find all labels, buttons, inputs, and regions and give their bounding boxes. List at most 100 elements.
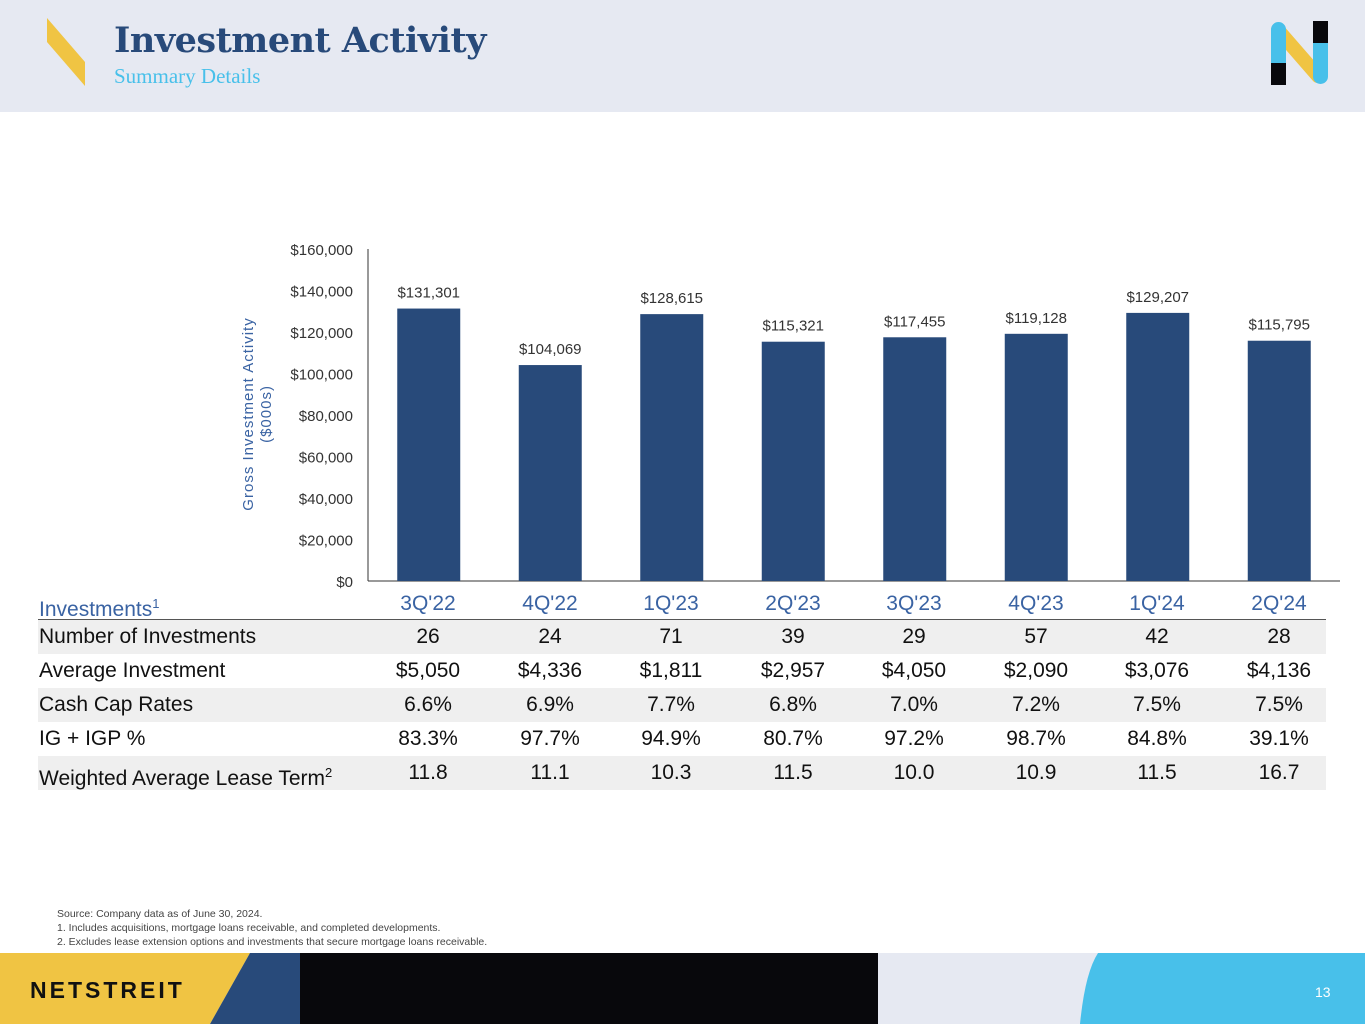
bar-data-label: $115,321 xyxy=(763,318,824,335)
table-cell: 7.2% xyxy=(1012,693,1060,716)
row-label: Cash Cap Rates xyxy=(39,693,194,716)
table-cell: 10.9 xyxy=(1015,761,1057,784)
bar xyxy=(640,314,704,581)
table-cell: 6.8% xyxy=(769,693,817,716)
table-cell: 11.5 xyxy=(773,761,813,784)
table-cell: $4,336 xyxy=(517,659,583,682)
table-cell: 83.3% xyxy=(398,727,458,750)
row-label: Average Investment xyxy=(39,659,226,682)
investments-table: Investments1 3Q'22 4Q'22 1Q'23 2Q'23 3Q'23 4Q'… xyxy=(38,588,1326,790)
table-cell: 94.9% xyxy=(641,727,701,750)
table-cell: 2Q'23 xyxy=(765,592,821,615)
header-bar: Investment Activity Summary Details xyxy=(0,0,1365,112)
note-source: Source: Company data as of June 30, 2024… xyxy=(57,908,263,920)
page-title: Investment Activity xyxy=(114,20,486,61)
bar xyxy=(1247,340,1311,581)
y-tick-label: $40,000 xyxy=(299,491,353,508)
bar xyxy=(1126,312,1190,581)
table-cell: 97.2% xyxy=(884,727,944,750)
table-cell: 4Q'23 xyxy=(1008,592,1064,615)
table-cell: 39.1% xyxy=(1249,727,1309,750)
note-2: 2. Excludes lease extension options and … xyxy=(57,936,488,948)
table-cell: 11.1 xyxy=(530,761,570,784)
table-row: Weighted Average Lease Term2 11.8 11.1 10.3… xyxy=(38,756,1326,790)
yellow-slash-icon xyxy=(47,18,85,86)
bar-data-label: $104,069 xyxy=(519,341,582,358)
bar xyxy=(761,341,825,581)
bar-data-label: $119,128 xyxy=(1006,310,1067,327)
row-label: Number of Investments xyxy=(39,625,257,648)
table-cell: 71 xyxy=(659,625,683,648)
table-row: Cash Cap Rates 6.6% 6.9% 7.7% 6.8% 7.0% 7.2% 7.… xyxy=(38,688,1326,722)
table-cell: $2,957 xyxy=(760,659,826,682)
table-cell: 7.7% xyxy=(647,693,695,716)
table-cell: 10.3 xyxy=(650,761,692,784)
bar-data-label: $131,301 xyxy=(397,285,460,302)
table-cell: 3Q'22 xyxy=(400,592,456,615)
footer-band xyxy=(0,953,1365,1024)
footnote-marker: 1 xyxy=(152,596,160,611)
netstreit-logo-icon xyxy=(1271,21,1328,85)
y-tick-label: $0 xyxy=(336,574,353,591)
table-cell: 97.7% xyxy=(520,727,580,750)
table-cell: 2Q'24 xyxy=(1251,592,1307,615)
table-cell: 11.5 xyxy=(1137,761,1177,784)
table-cell: 1Q'23 xyxy=(643,592,699,615)
y-tick-label: $120,000 xyxy=(290,325,353,342)
y-axis-title: Gross Investment Activity($000s) xyxy=(240,317,275,510)
bar-data-label: $128,615 xyxy=(640,290,703,307)
table-row: Number of Investments 26 24 71 39 29 57 42 28 xyxy=(38,620,1326,654)
y-tick-label: $80,000 xyxy=(299,408,353,425)
row-label: Investments1 xyxy=(39,596,160,621)
page-number: 13 xyxy=(1315,984,1331,1000)
table-cell: 4Q'22 xyxy=(522,592,578,615)
table-cell: 98.7% xyxy=(1006,727,1066,750)
footnote-marker: 2 xyxy=(325,765,333,780)
table-cell: 29 xyxy=(902,625,926,648)
bar xyxy=(518,365,582,581)
investment-bar-chart: $0 $20,000 $40,000 $60,000 $80,000 $100,000 $1… xyxy=(240,242,1340,591)
table-cell: 42 xyxy=(1145,625,1169,648)
y-tick-label: $60,000 xyxy=(299,450,353,467)
bar xyxy=(397,308,461,581)
table-header-row: Investments1 3Q'22 4Q'22 1Q'23 2Q'23 3Q'23 4Q'… xyxy=(38,588,1326,621)
y-tick-label: $100,000 xyxy=(290,367,353,384)
row-label: IG + IGP % xyxy=(39,727,146,750)
y-tick-label: $160,000 xyxy=(290,242,353,259)
table-cell: 11.8 xyxy=(408,761,448,784)
table-cell: 1Q'24 xyxy=(1129,592,1185,615)
page-subtitle: Summary Details xyxy=(114,64,261,88)
table-cell: 7.5% xyxy=(1255,693,1303,716)
y-tick-label: $20,000 xyxy=(299,533,353,550)
table-cell: 7.0% xyxy=(890,693,938,716)
table-cell: 24 xyxy=(538,625,562,648)
table-cell: $3,076 xyxy=(1124,659,1190,682)
table-cell: $4,050 xyxy=(881,659,947,682)
table-cell: $4,136 xyxy=(1246,659,1312,682)
table-cell: 10.0 xyxy=(893,761,935,784)
table-cell: $1,811 xyxy=(639,659,703,682)
table-row: IG + IGP % 83.3% 97.7% 94.9% 80.7% 97.2% 98.7%… xyxy=(38,722,1326,756)
footer-brand: NETSTREIT xyxy=(30,977,185,1003)
bar xyxy=(1004,333,1068,581)
table-cell: 7.5% xyxy=(1133,693,1181,716)
table-cell: 80.7% xyxy=(763,727,823,750)
table-cell: $2,090 xyxy=(1003,659,1069,682)
table-row: Average Investment $5,050 $4,336 $1,811 $2,9… xyxy=(38,654,1326,688)
bar-data-label: $115,795 xyxy=(1249,317,1310,334)
row-label: Weighted Average Lease Term2 xyxy=(39,765,333,790)
bar xyxy=(883,337,947,581)
table-cell: $5,050 xyxy=(395,659,461,682)
table-cell: 6.9% xyxy=(526,693,574,716)
table-cell: 57 xyxy=(1024,625,1048,648)
table-cell: 16.7 xyxy=(1258,761,1300,784)
table-cell: 6.6% xyxy=(404,693,452,716)
table-cell: 28 xyxy=(1267,625,1291,648)
bar-data-label: $117,455 xyxy=(884,313,945,330)
table-cell: 39 xyxy=(781,625,805,648)
y-tick-label: $140,000 xyxy=(290,284,353,301)
note-1: 1. Includes acquisitions, mortgage loans… xyxy=(57,922,441,934)
table-cell: 84.8% xyxy=(1127,727,1187,750)
bar-data-label: $129,207 xyxy=(1126,289,1189,306)
table-cell: 26 xyxy=(416,625,440,648)
